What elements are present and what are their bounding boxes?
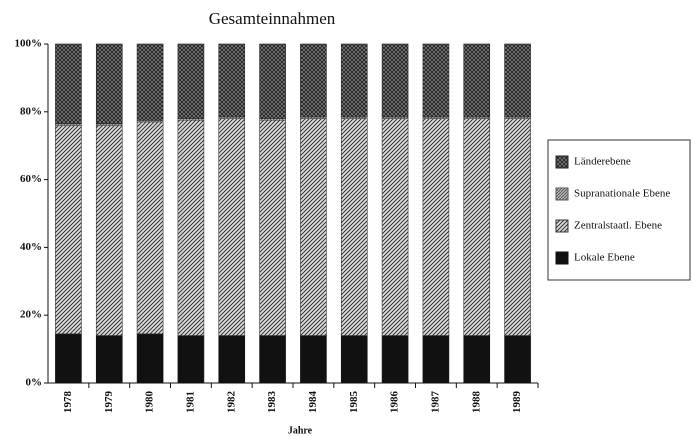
x-tick-label: 1983 [266,391,278,414]
legend-swatch [555,187,569,201]
bar-segment [218,43,246,118]
bar-segment [381,335,409,384]
bar-segment [95,43,123,124]
x-axis-label: Jahre [288,425,313,436]
legend-swatch [555,251,569,265]
bar-segment [504,43,531,118]
legend-label: Länderebene [574,156,631,168]
chart-title: Gesamteinnahmen [209,9,336,28]
bar-segment [381,43,409,118]
bar-segment [259,43,286,119]
legend-label: Zentralstaatl. Ebene [574,220,662,232]
y-tick-label: 100% [15,38,43,50]
x-tick-label: 1986 [389,391,401,414]
bar-segment [504,335,531,384]
y-tick-label: 0% [26,377,43,389]
y-tick-label: 20% [20,309,42,321]
bar-segment [340,335,368,384]
bar-segment [136,333,164,384]
bar-segment [136,43,164,121]
bar-segment [218,335,246,384]
bar-segment [300,335,327,384]
y-tick-label: 40% [20,241,42,253]
x-tick-label: 1980 [144,391,156,414]
bar-segment [463,118,491,336]
bar-segment [463,335,491,384]
bar-segment [259,335,286,384]
bar-segment [381,118,409,336]
bar-segment [95,335,123,384]
bar-segment [340,43,368,118]
bar-segment [55,125,82,335]
bar-segment [300,43,327,118]
bar-segment [218,118,246,336]
bar-segment [55,43,82,124]
bar-segment [340,118,368,336]
bar-segment [259,119,286,336]
x-tick-label: 1978 [62,391,74,414]
legend-swatch [555,219,569,233]
x-tick-label: 1984 [307,391,319,414]
y-tick-label: 60% [20,173,42,185]
bar-segment [95,125,123,336]
x-tick-label: 1981 [184,391,196,413]
x-tick-label: 1979 [103,391,115,414]
bar-segment [177,335,205,384]
bar-segment [136,121,164,335]
bar-segment [300,118,327,336]
x-tick-label: 1987 [429,391,441,414]
legend-label: Supranationale Ebene [574,188,670,200]
bar-segment [463,43,491,118]
bar-segment [422,43,450,118]
bar-segment [422,118,450,336]
bar-segment [177,43,205,119]
x-tick-label: 1985 [348,391,360,414]
y-tick-label: 80% [20,105,42,117]
bar-segment [177,119,205,336]
bar-segment [504,118,531,336]
x-tick-label: 1982 [225,391,237,414]
legend-box [547,139,691,281]
bar-segment [55,333,82,384]
x-tick-label: 1988 [470,391,482,414]
legend-swatch [555,155,569,169]
x-tick-label: 1989 [511,391,523,414]
legend-label: Lokale Ebene [574,252,635,264]
bar-segment [422,335,450,384]
